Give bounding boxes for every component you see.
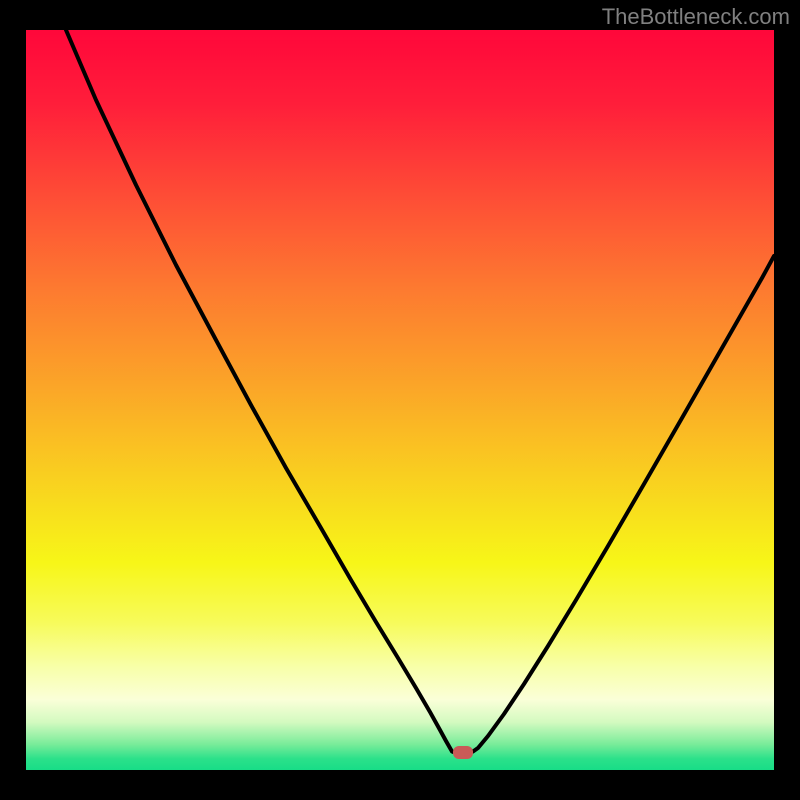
optimal-point-marker	[453, 746, 473, 759]
watermark-text: TheBottleneck.com	[602, 4, 790, 30]
bottleneck-curve	[26, 30, 774, 770]
chart-container: TheBottleneck.com	[0, 0, 800, 800]
plot-area	[26, 30, 774, 770]
